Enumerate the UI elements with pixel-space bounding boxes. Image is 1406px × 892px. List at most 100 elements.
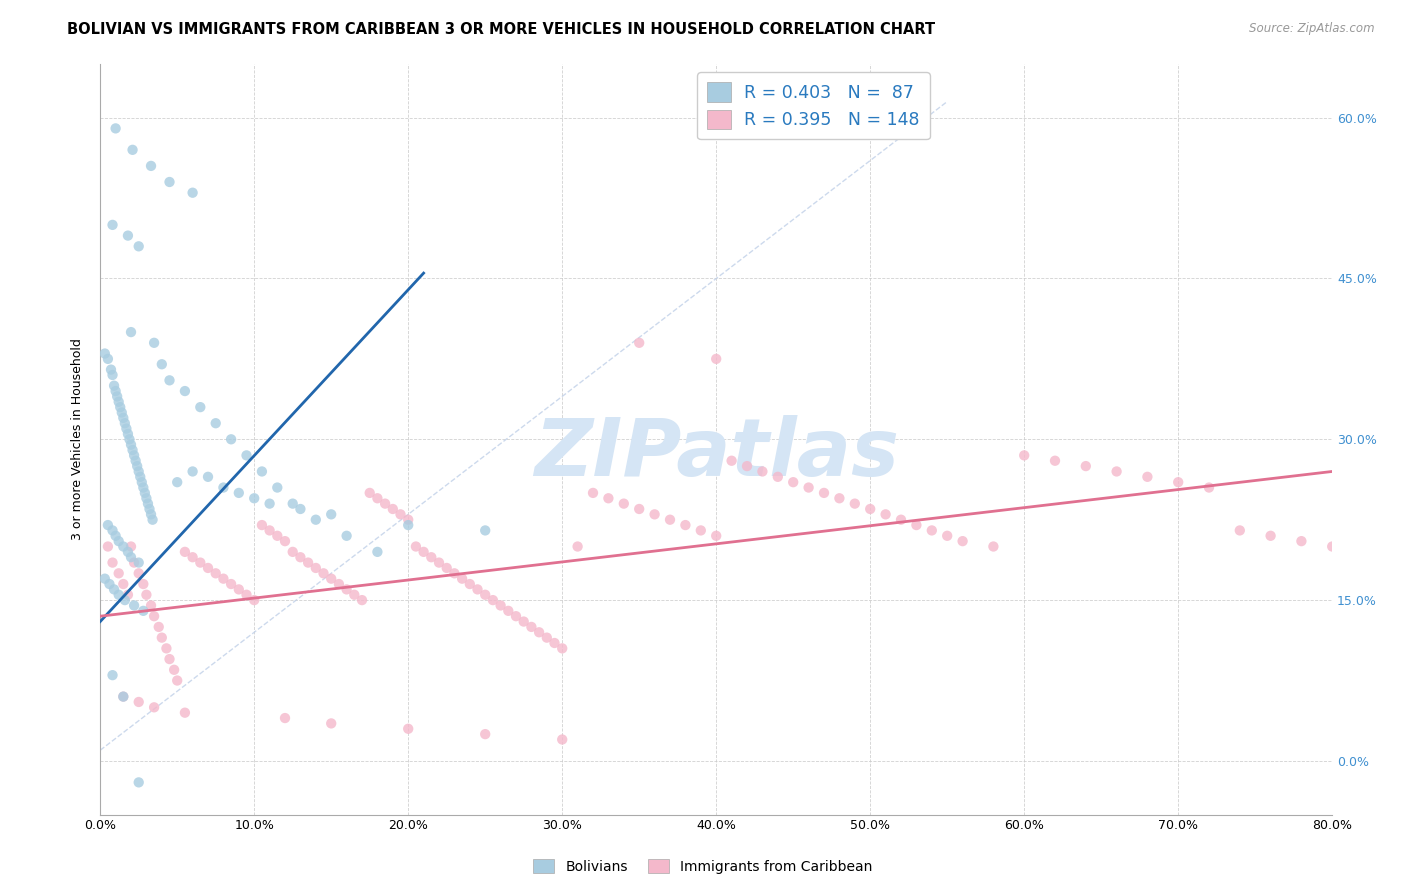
Point — [875, 508, 897, 522]
Point — [112, 577, 135, 591]
Point — [259, 524, 281, 538]
Point — [598, 491, 620, 506]
Point — [1291, 534, 1313, 549]
Point — [120, 550, 142, 565]
Point — [389, 508, 412, 522]
Point — [143, 609, 166, 624]
Point — [135, 491, 157, 506]
Point — [97, 540, 120, 554]
Point — [412, 545, 434, 559]
Point — [1167, 475, 1189, 490]
Point — [128, 695, 150, 709]
Point — [107, 566, 129, 581]
Point — [139, 508, 162, 522]
Point — [117, 228, 139, 243]
Point — [134, 486, 156, 500]
Point — [103, 378, 125, 392]
Point — [689, 524, 711, 538]
Point — [505, 609, 527, 624]
Point — [582, 486, 605, 500]
Point — [266, 529, 288, 543]
Point — [219, 577, 242, 591]
Point — [117, 545, 139, 559]
Point — [150, 357, 173, 371]
Point — [100, 362, 122, 376]
Point — [128, 239, 150, 253]
Point — [128, 775, 150, 789]
Point — [107, 588, 129, 602]
Point — [219, 432, 242, 446]
Point — [97, 351, 120, 366]
Point — [112, 540, 135, 554]
Point — [104, 529, 127, 543]
Point — [905, 518, 928, 533]
Point — [243, 593, 266, 607]
Point — [115, 421, 138, 435]
Point — [204, 416, 226, 430]
Point — [613, 497, 636, 511]
Point — [427, 556, 450, 570]
Point — [97, 518, 120, 533]
Point — [735, 459, 758, 474]
Point — [359, 486, 381, 500]
Point — [101, 524, 124, 538]
Point — [328, 577, 350, 591]
Point — [181, 465, 204, 479]
Point — [235, 588, 257, 602]
Point — [274, 711, 297, 725]
Point — [105, 389, 128, 403]
Point — [120, 540, 142, 554]
Point — [181, 186, 204, 200]
Point — [132, 577, 155, 591]
Point — [489, 599, 512, 613]
Point — [101, 368, 124, 382]
Point — [101, 668, 124, 682]
Point — [396, 513, 419, 527]
Point — [381, 502, 404, 516]
Point — [290, 502, 312, 516]
Point — [150, 631, 173, 645]
Point — [659, 513, 682, 527]
Point — [132, 481, 155, 495]
Point — [197, 561, 219, 575]
Point — [859, 502, 882, 516]
Point — [1260, 529, 1282, 543]
Point — [451, 572, 474, 586]
Point — [336, 582, 359, 597]
Point — [498, 604, 520, 618]
Point — [474, 588, 496, 602]
Point — [98, 577, 121, 591]
Point — [474, 727, 496, 741]
Point — [644, 508, 666, 522]
Point — [673, 518, 696, 533]
Point — [122, 556, 145, 570]
Point — [420, 550, 443, 565]
Point — [111, 405, 134, 419]
Point — [132, 604, 155, 618]
Point — [467, 582, 489, 597]
Point — [250, 518, 273, 533]
Point — [117, 588, 139, 602]
Point — [120, 437, 142, 451]
Point — [343, 588, 366, 602]
Point — [828, 491, 851, 506]
Point — [101, 218, 124, 232]
Point — [1322, 540, 1344, 554]
Point — [844, 497, 866, 511]
Point — [94, 346, 117, 360]
Point — [890, 513, 912, 527]
Point — [628, 502, 651, 516]
Point — [129, 470, 152, 484]
Point — [704, 529, 727, 543]
Point — [103, 582, 125, 597]
Point — [321, 508, 343, 522]
Point — [122, 449, 145, 463]
Point — [536, 631, 558, 645]
Point — [952, 534, 974, 549]
Point — [551, 641, 574, 656]
Point — [124, 454, 146, 468]
Point — [142, 513, 165, 527]
Point — [628, 335, 651, 350]
Point — [482, 593, 505, 607]
Point — [474, 524, 496, 538]
